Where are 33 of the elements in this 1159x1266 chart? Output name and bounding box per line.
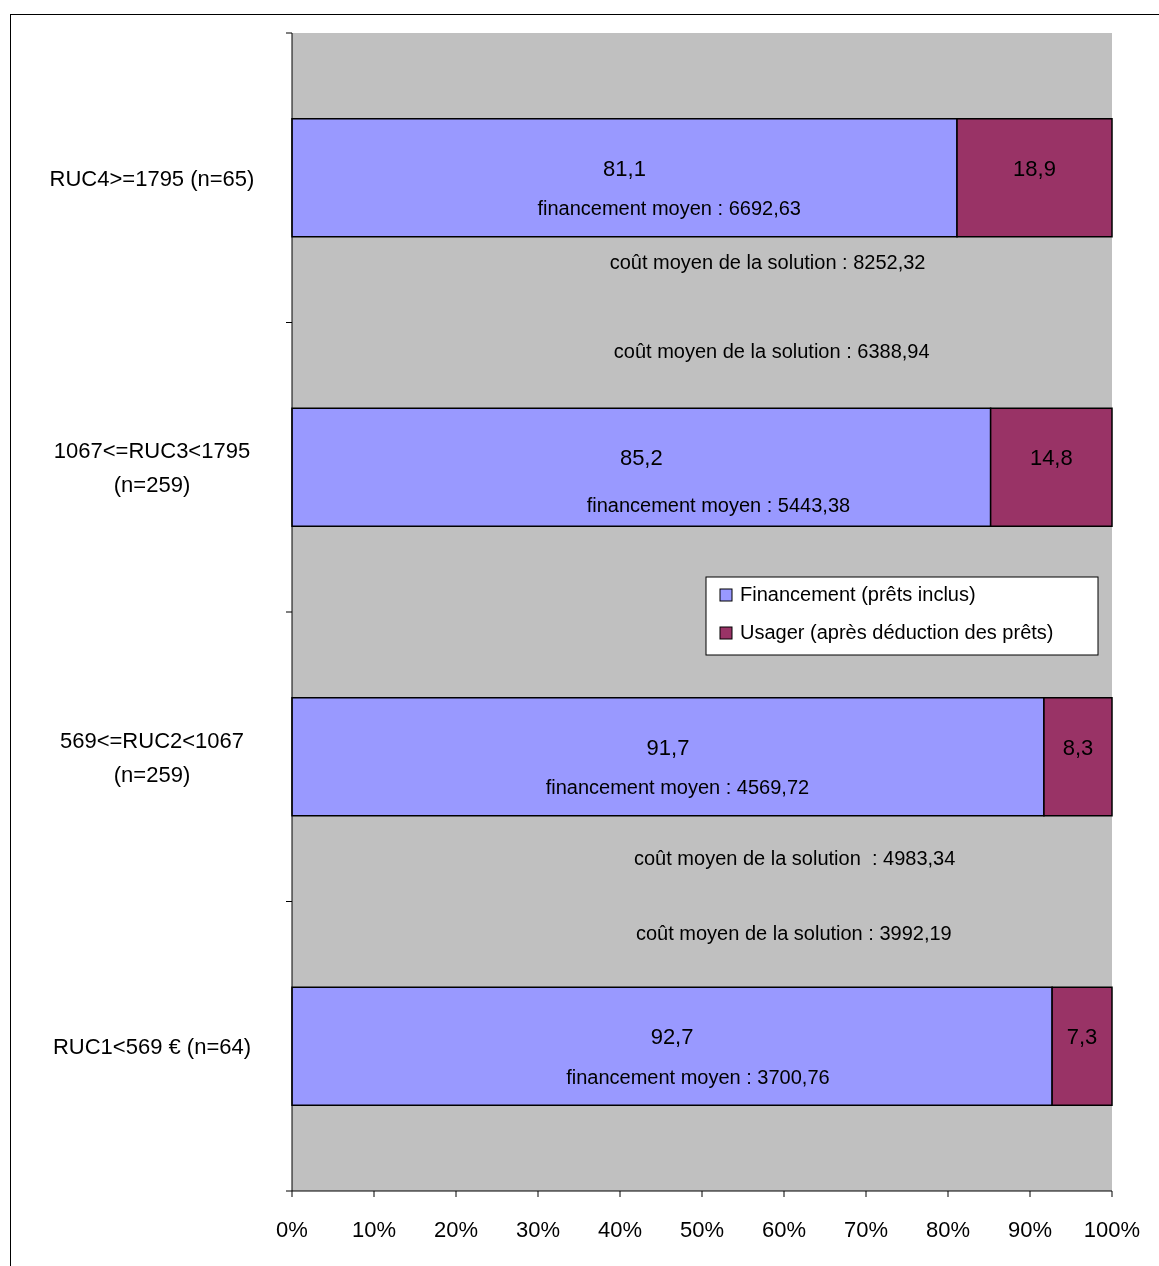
y-tick-label: RUC1<569 € (n=64) xyxy=(52,1034,252,1060)
annotation: coût moyen de la solution : 8252,32 xyxy=(609,250,926,273)
data-label: 8,3 xyxy=(1062,734,1094,760)
x-tick-label: 50% xyxy=(679,1217,725,1242)
data-label: 7,3 xyxy=(1066,1024,1098,1050)
x-tick-label: 70% xyxy=(843,1217,889,1242)
annotation: financement moyen : 5443,38 xyxy=(586,493,851,516)
x-tick-label: 0% xyxy=(276,1217,308,1242)
y-tick-label: 569<=RUC2<1067 (n=259) xyxy=(59,727,245,787)
annotation: financement moyen : 6692,63 xyxy=(537,197,801,220)
data-label: 81,1 xyxy=(603,155,646,181)
x-tick-label: 80% xyxy=(925,1217,971,1242)
legend-label: Usager (après déduction des prêts) xyxy=(740,621,1054,643)
data-label: 14,8 xyxy=(1029,445,1073,471)
x-tick-label: 60% xyxy=(761,1217,807,1242)
data-label: 92,7 xyxy=(650,1024,694,1050)
x-tick-label: 100% xyxy=(1083,1217,1141,1242)
data-label: 85,2 xyxy=(619,445,663,471)
annotation: financement moyen : 4569,72 xyxy=(545,776,810,799)
legend-label: Financement (prêts inclus) xyxy=(740,583,976,605)
x-tick-label: 40% xyxy=(597,1217,643,1242)
annotation: financement moyen : 3700,76 xyxy=(566,1065,830,1088)
data-label: 91,7 xyxy=(646,734,690,760)
x-tick-label: 90% xyxy=(1007,1217,1053,1242)
annotation: coût moyen de la solution : 4983,34 xyxy=(634,847,956,870)
annotation: coût moyen de la solution : 6388,94 xyxy=(613,340,930,363)
annotation: coût moyen de la solution : 3992,19 xyxy=(635,922,952,945)
x-tick-label: 20% xyxy=(433,1217,479,1242)
y-tick-label: 1067<=RUC3<1795 (n=259) xyxy=(53,438,251,498)
x-tick-label: 10% xyxy=(351,1217,397,1242)
y-tick-label: RUC4>=1795 (n=65) xyxy=(49,165,255,191)
x-tick-label: 30% xyxy=(515,1217,561,1242)
data-label: 18,9 xyxy=(1013,155,1056,181)
